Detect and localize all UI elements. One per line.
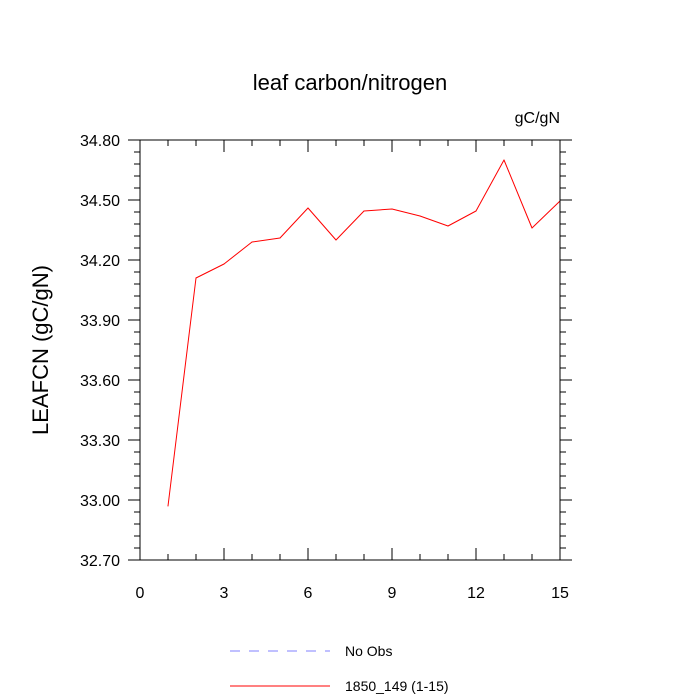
series-point — [279, 237, 281, 239]
y-tick-label: 33.00 — [80, 493, 120, 510]
y-tick-label: 33.90 — [80, 313, 120, 330]
x-tick-label: 9 — [388, 585, 397, 602]
legend-label-no-obs: No Obs — [345, 643, 392, 659]
x-tick-label: 6 — [304, 585, 313, 602]
x-tick-label: 12 — [467, 585, 485, 602]
units-label: gC/gN — [515, 110, 560, 127]
series-point — [363, 210, 365, 212]
y-tick-label: 34.80 — [80, 133, 120, 150]
y-tick-label: 33.30 — [80, 433, 120, 450]
series-line-1 — [167, 159, 561, 507]
series-point — [167, 505, 169, 507]
series-point — [503, 159, 505, 161]
y-tick-labels: 32.70 33.00 33.30 33.60 33.90 34.20 34.50 34.80 — [80, 133, 120, 570]
series-point — [335, 239, 337, 241]
series-point — [391, 208, 393, 210]
plot-series — [167, 159, 561, 507]
legend: No Obs 1850_149 (1-15) — [230, 643, 449, 694]
series-point — [307, 207, 309, 209]
series-point — [223, 263, 225, 265]
y-tick-label: 32.70 — [80, 553, 120, 570]
y-tick-label: 34.50 — [80, 193, 120, 210]
series-point — [447, 225, 449, 227]
series-point — [531, 227, 533, 229]
series-point — [419, 215, 421, 217]
y-tick-label: 34.20 — [80, 253, 120, 270]
x-tick-label: 15 — [551, 585, 569, 602]
y-axis-label: LEAFCN (gC/gN) — [28, 265, 53, 435]
legend-label-1850-149: 1850_149 (1-15) — [345, 678, 449, 694]
series-point — [251, 241, 253, 243]
plot-frame — [139, 139, 561, 561]
series-point — [195, 277, 197, 279]
axis-ticks — [128, 139, 572, 561]
x-tick-labels: 0 3 6 9 12 15 — [136, 585, 569, 602]
x-tick-label: 3 — [220, 585, 229, 602]
y-tick-label: 33.60 — [80, 373, 120, 390]
chart-title: leaf carbon/nitrogen — [253, 70, 447, 95]
series-point — [475, 210, 477, 212]
x-tick-label: 0 — [136, 585, 145, 602]
